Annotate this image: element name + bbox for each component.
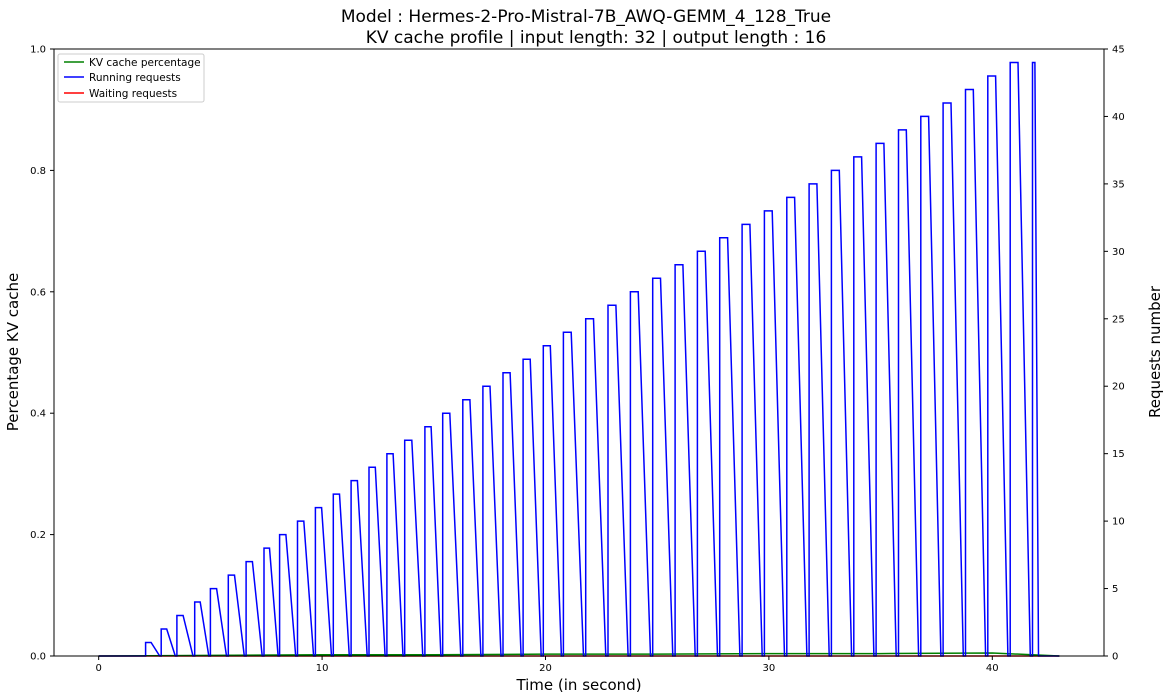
y-right-tick-label: 5 [1112, 584, 1118, 595]
series-running-requests [98, 61, 1060, 657]
legend-label-waiting: Waiting requests [89, 88, 177, 100]
x-axis-label: Time (in second) [515, 676, 641, 694]
x-tick-label: 20 [539, 663, 552, 674]
y-right-tick-label: 45 [1112, 45, 1125, 56]
x-tick-label: 40 [986, 663, 999, 674]
y-left-tick-label: 0.4 [30, 409, 46, 420]
y-right-axis-ticks: 0 5 10 15 20 25 30 35 40 45 [1104, 45, 1125, 663]
y-left-tick-label: 0.2 [30, 530, 46, 541]
plot-frame [53, 48, 1105, 657]
y-left-axis-ticks: 0.0 0.2 0.4 0.6 0.8 1.0 [30, 45, 54, 663]
y-left-tick-label: 0.6 [30, 287, 46, 298]
chart-title-line2: KV cache profile | input length: 32 | ou… [366, 28, 827, 48]
y-left-tick-label: 0.0 [30, 652, 46, 663]
y-right-tick-label: 0 [1112, 652, 1118, 663]
y-right-tick-label: 35 [1112, 179, 1125, 190]
y-left-tick-label: 1.0 [30, 45, 46, 56]
y-right-tick-label: 20 [1112, 382, 1125, 393]
y-left-tick-label: 0.8 [30, 166, 46, 177]
legend-label-kv-cache: KV cache percentage [89, 57, 201, 69]
x-tick-label: 10 [316, 663, 329, 674]
x-axis-ticks: 0 10 20 30 40 [95, 656, 999, 674]
legend: KV cache percentage Running requests Wai… [57, 53, 205, 103]
x-tick-label: 30 [763, 663, 776, 674]
x-tick-label: 0 [95, 663, 101, 674]
legend-label-running: Running requests [89, 72, 181, 84]
y-right-tick-label: 10 [1112, 517, 1125, 528]
y-right-tick-label: 25 [1112, 314, 1125, 325]
y-left-axis-label: Percentage KV cache [4, 273, 22, 431]
y-right-tick-label: 40 [1112, 112, 1125, 123]
y-right-tick-label: 30 [1112, 247, 1125, 258]
y-right-tick-label: 15 [1112, 449, 1125, 460]
series-kv-cache [98, 652, 1060, 657]
y-right-axis-label: Requests number [1146, 285, 1164, 418]
legend-box [57, 53, 205, 103]
chart-title-line1: Model : Hermes-2-Pro-Mistral-7B_AWQ-GEMM… [341, 7, 831, 27]
